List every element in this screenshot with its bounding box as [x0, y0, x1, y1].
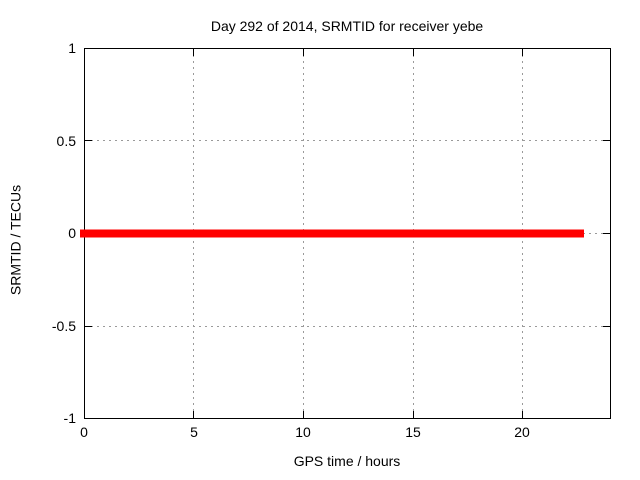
y-tick-label-1: 1: [68, 40, 76, 56]
y-tick-label-0p5: 0.5: [56, 133, 76, 149]
x-axis-title: GPS time / hours: [293, 453, 401, 469]
y-tick-label-neg0p5: -0.5: [51, 318, 76, 334]
tick-marks: [84, 48, 610, 419]
y-tick-label-neg1: -1: [63, 410, 76, 426]
chart-title: Day 292 of 2014, SRMTID for receiver yeb…: [210, 18, 484, 34]
x-tick-label-0: 0: [80, 424, 88, 440]
x-tick-label-15: 15: [405, 424, 421, 440]
grid-lines: [85, 49, 609, 418]
y-tick-label-0: 0: [68, 225, 76, 241]
x-tick-label-5: 5: [190, 424, 198, 440]
x-tick-label-10: 10: [295, 424, 311, 440]
x-tick-label-20: 20: [514, 424, 530, 440]
